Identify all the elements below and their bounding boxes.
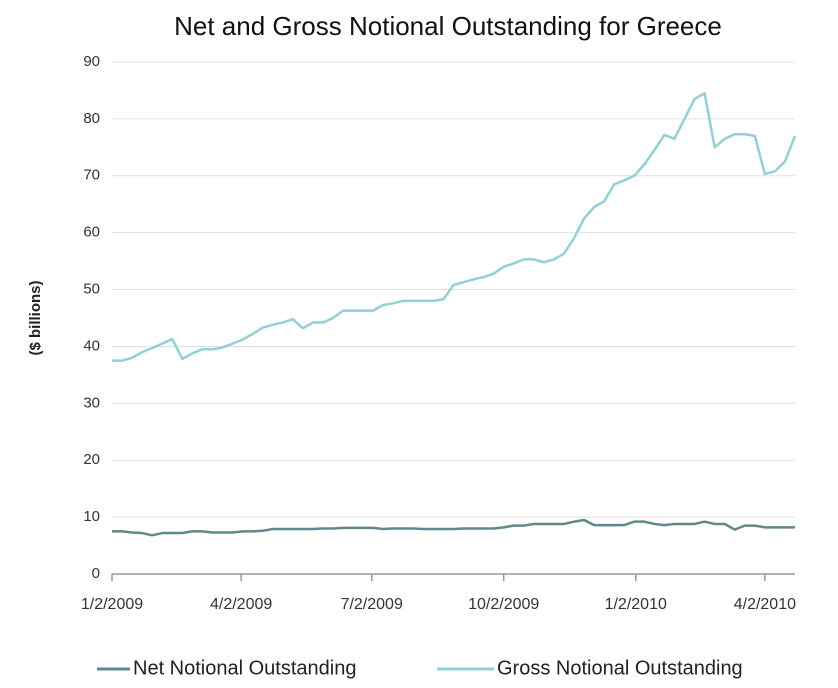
- legend-label: Net Notional Outstanding: [133, 657, 356, 679]
- y-tick-label: 90: [83, 53, 100, 70]
- x-tick-label: 10/2/2009: [468, 596, 539, 613]
- y-tick-label: 40: [83, 337, 100, 354]
- y-tick-label: 10: [83, 508, 100, 525]
- y-tick-label: 70: [83, 167, 100, 184]
- chart-title: Net and Gross Notional Outstanding for G…: [174, 11, 722, 41]
- x-tick-label: 4/2/2009: [210, 596, 272, 613]
- x-tick-label: 4/2/2010: [734, 596, 796, 613]
- series-line: [112, 518, 795, 537]
- x-tick-label: 1/2/2009: [81, 596, 143, 613]
- y-tick-label: 80: [83, 110, 100, 127]
- y-tick-label: 20: [83, 451, 100, 468]
- y-tick-label: 0: [92, 565, 100, 582]
- legend-label: Gross Notional Outstanding: [497, 657, 743, 679]
- y-tick-label: 50: [83, 281, 100, 298]
- y-axis-label: ($ billions): [27, 280, 44, 355]
- y-tick-label: 60: [83, 224, 100, 241]
- y-tick-label: 30: [83, 394, 100, 411]
- x-tick-label: 1/2/2010: [605, 596, 667, 613]
- series-line: [112, 92, 797, 362]
- x-tick-label: 7/2/2009: [341, 596, 403, 613]
